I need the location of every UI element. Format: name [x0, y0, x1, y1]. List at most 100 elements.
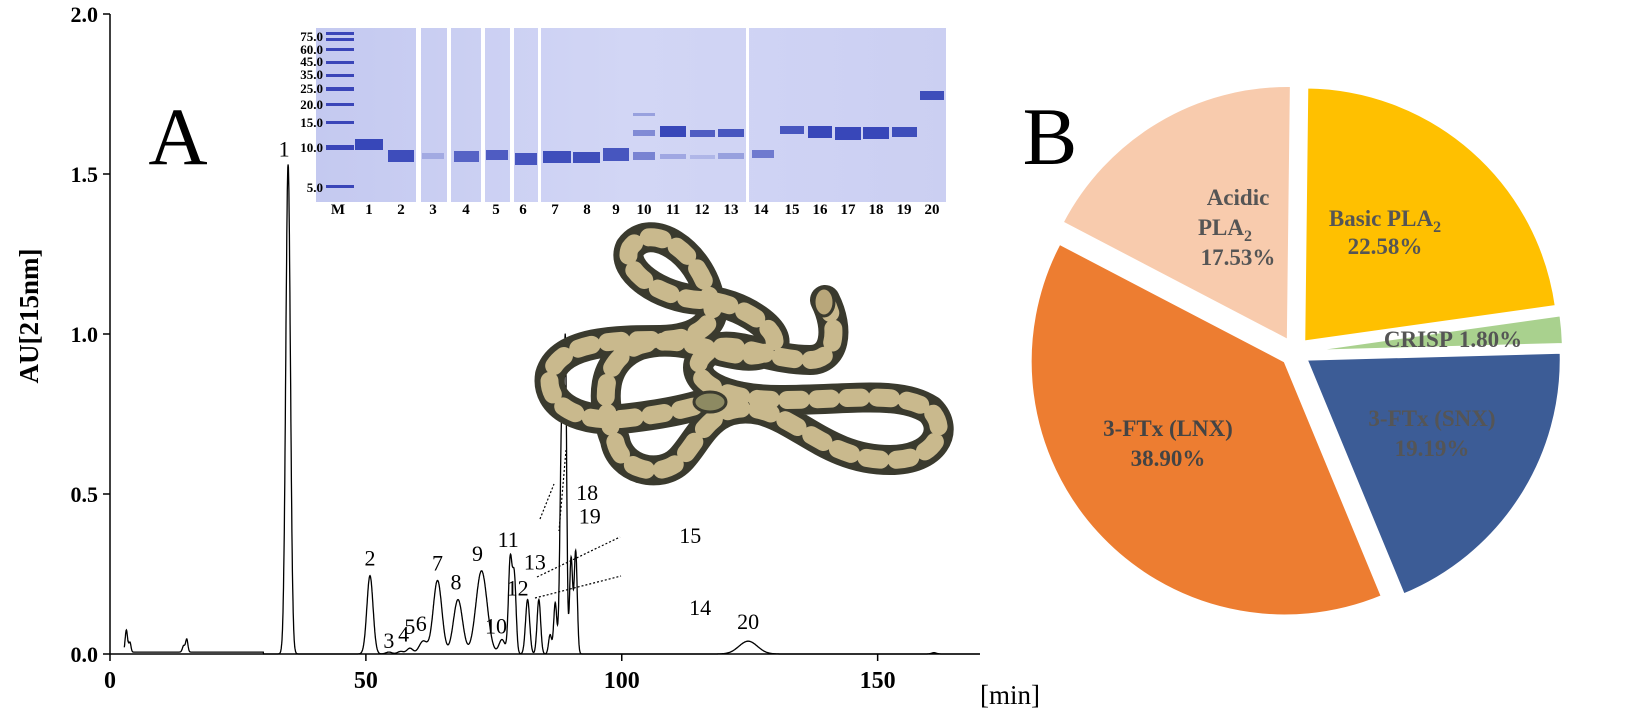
gel-marker-label: 15.0 — [300, 115, 323, 130]
panel-a-letter: A — [148, 91, 207, 182]
peak-label-15: 15 — [679, 523, 701, 548]
gel-marker-label: 25.0 — [300, 81, 323, 96]
pie-chart — [1029, 84, 1564, 617]
slice-name: Acidic — [1207, 185, 1270, 210]
pie-label-3ftx-lnx: 3-FTx (LNX) 38.90% — [1103, 416, 1233, 471]
gel-band — [660, 154, 686, 159]
slice-name: 3-FTx (SNX) — [1368, 406, 1495, 431]
x-axis-label: [min] — [980, 680, 1040, 710]
panel-b-letter: B — [1023, 91, 1078, 182]
y-tick-label: 2.0 — [71, 2, 99, 27]
leader-line-18 — [558, 449, 567, 532]
gel-gap — [416, 28, 421, 202]
gel-lane-gaps — [416, 28, 749, 202]
gel-lane-label: 11 — [666, 202, 680, 218]
gel-gap — [538, 28, 541, 202]
pie-slice-1 — [1308, 314, 1564, 352]
gel-marker-label: 5.0 — [307, 180, 323, 195]
gel-lane-label: 6 — [519, 202, 527, 218]
peak-label-8: 8 — [451, 570, 462, 595]
gel-lane-label: 19 — [897, 202, 912, 218]
peak-label-7: 7 — [432, 550, 443, 575]
gel-lane-label: 7 — [551, 202, 559, 218]
panel-b-pie: B Basic PLA 2 22.58% CRISP 1.80% 3-FTx (SNX… — [1023, 84, 1564, 617]
pie-slice-2 — [1305, 351, 1562, 596]
slice-value: 22.58% — [1348, 234, 1423, 259]
peak-label-18: 18 — [576, 480, 598, 505]
pie-slice-0 — [1303, 86, 1557, 343]
gel-band — [690, 130, 715, 137]
gel-band — [355, 139, 383, 150]
pie-label-crisp: CRISP 1.80% — [1384, 327, 1522, 352]
snake-tail — [812, 286, 836, 318]
gel-lane-label: 17 — [841, 202, 857, 218]
gel-gap — [746, 28, 749, 202]
gel-sample-bands — [355, 91, 944, 165]
marker-band — [326, 74, 354, 77]
gel-lane-label: 13 — [724, 202, 739, 218]
gel-band — [920, 91, 944, 100]
gel-band — [633, 152, 655, 160]
slice-name: 3-FTx (LNX) — [1103, 416, 1233, 441]
gel-band — [515, 153, 537, 165]
gel-lane-label: 10 — [637, 202, 652, 218]
gel-band — [573, 152, 600, 163]
slice-name: Basic PLA — [1329, 206, 1434, 231]
slice-subscript: 2 — [1244, 228, 1252, 245]
gel-lane-label: 9 — [612, 202, 620, 218]
leader-line-14 — [534, 575, 622, 599]
gel-band — [603, 148, 629, 161]
y-tick-label: 1.0 — [71, 322, 99, 347]
pie-slice-3 — [1029, 242, 1384, 617]
leader-line-15 — [536, 536, 621, 578]
marker-band — [326, 121, 354, 124]
gel-marker-label: 10.0 — [300, 140, 323, 155]
gel-band — [633, 130, 655, 136]
gel-marker-labels: 75.060.045.035.025.020.0 15.0 10.0 5.0 — [300, 29, 323, 195]
y-tick-label: 0.5 — [71, 482, 99, 507]
gel-band — [690, 155, 715, 159]
x-tick-label: 50 — [354, 668, 378, 694]
peak-label-1: 1 — [279, 136, 290, 161]
peak-label-4: 4 — [398, 621, 409, 646]
marker-band — [326, 185, 354, 188]
x-tick-label: 150 — [860, 668, 896, 694]
gel-lane-label: 4 — [462, 202, 470, 218]
y-tick-label: 0.0 — [71, 642, 99, 667]
gel-band — [422, 153, 444, 159]
gel-lane-label: 14 — [754, 202, 770, 218]
peak-leader-lines — [534, 449, 622, 599]
gel-marker-label: 75.0 — [300, 29, 323, 44]
peak-label-10: 10 — [485, 614, 507, 639]
slice-name-line2: PLA — [1198, 215, 1244, 240]
gel-lane-labels: M 1 2 3 4 5 6 7 8 9 10 11 12 13 14 15 16 17 18 19 20 — [331, 202, 940, 218]
gel-band — [835, 127, 861, 140]
gel-lane-label: 8 — [583, 202, 591, 218]
gel-lane-label: 15 — [785, 202, 800, 218]
y-tick-label: 1.5 — [71, 162, 99, 187]
x-tick-label: 100 — [604, 668, 640, 694]
gel-background — [316, 28, 946, 202]
marker-band — [326, 145, 354, 150]
peak-label-6: 6 — [416, 611, 427, 636]
gel-band — [752, 150, 774, 158]
gel-lane-label: 3 — [429, 202, 437, 218]
x-tick-label: 0 — [104, 668, 116, 694]
gel-marker-label: 35.0 — [300, 67, 323, 82]
marker-band — [326, 87, 354, 91]
gel-gap — [510, 28, 514, 202]
gel-band — [543, 151, 571, 163]
gel-band — [388, 150, 414, 162]
gel-lane-label: M — [331, 202, 345, 218]
gel-band — [780, 126, 804, 134]
snake-bands — [540, 228, 948, 480]
peak-label-9: 9 — [472, 541, 483, 566]
peak-label-12: 12 — [507, 576, 529, 601]
slice-value: 19.19% — [1395, 436, 1470, 461]
gel-marker-ladder — [326, 32, 354, 188]
gel-band — [633, 113, 655, 116]
slice-value: 1.80% — [1459, 327, 1522, 352]
peak-label-13: 13 — [524, 550, 546, 575]
